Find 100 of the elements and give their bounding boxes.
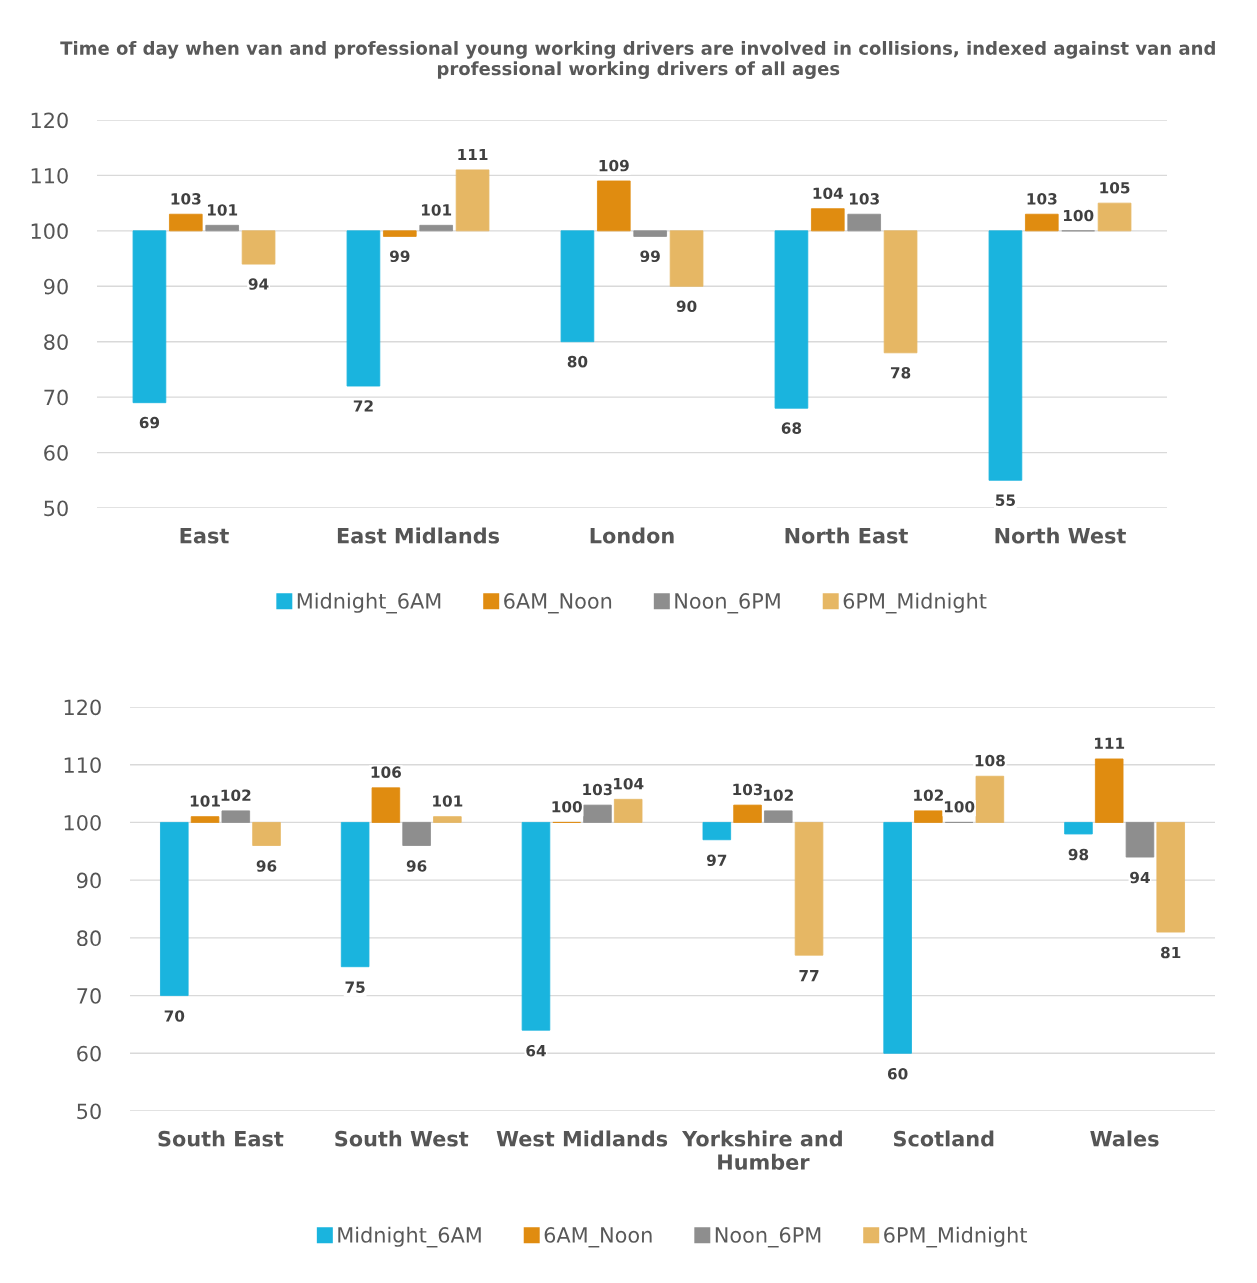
bar bbox=[402, 822, 431, 846]
data-label: 80 bbox=[567, 355, 588, 368]
data-label: 90 bbox=[676, 300, 697, 312]
bar bbox=[560, 230, 595, 343]
bar bbox=[774, 230, 809, 409]
y-tick-label: 50 bbox=[44, 500, 68, 517]
data-label: 100 bbox=[944, 800, 975, 813]
legend-label: 6AM_Noon bbox=[504, 593, 612, 614]
x-tick-label: South East bbox=[158, 1130, 284, 1147]
data-label: 94 bbox=[248, 278, 269, 290]
y-tick-label: 90 bbox=[44, 278, 68, 295]
data-label: 78 bbox=[890, 366, 911, 379]
legend-label: 6PM_Midnight bbox=[843, 592, 987, 614]
bar bbox=[1094, 758, 1124, 823]
data-label: 103 bbox=[171, 193, 201, 205]
legend-label: 6PM_Midnight bbox=[884, 1226, 1027, 1248]
y-tick-label: 80 bbox=[44, 334, 68, 350]
data-label: 72 bbox=[353, 400, 373, 412]
bar bbox=[221, 810, 251, 823]
data-label: 97 bbox=[706, 854, 727, 866]
bar bbox=[613, 798, 643, 823]
x-tick-label: North East bbox=[785, 527, 908, 544]
data-label: 77 bbox=[799, 970, 819, 982]
bar bbox=[988, 230, 1023, 481]
data-label: 103 bbox=[1027, 193, 1057, 205]
bar bbox=[597, 180, 631, 232]
bar bbox=[383, 230, 417, 237]
legend-label: Noon_6PM bbox=[675, 593, 780, 614]
data-label: 103 bbox=[583, 783, 613, 796]
bar bbox=[132, 230, 167, 404]
y-tick-label: 120 bbox=[64, 699, 101, 716]
data-label: 70 bbox=[164, 1010, 185, 1022]
bar bbox=[702, 822, 732, 841]
legend-label: Noon_6PM bbox=[715, 1227, 821, 1248]
data-label: 60 bbox=[887, 1067, 908, 1080]
bar bbox=[975, 775, 1005, 823]
data-label: 106 bbox=[371, 766, 401, 778]
bar bbox=[794, 822, 824, 956]
bar bbox=[883, 230, 918, 354]
bar bbox=[455, 169, 490, 232]
bar bbox=[633, 230, 667, 237]
data-label: 94 bbox=[1130, 871, 1150, 884]
y-tick-label: 100 bbox=[64, 814, 101, 831]
data-label: 101 bbox=[207, 204, 238, 216]
data-label: 103 bbox=[849, 193, 879, 205]
data-label: 99 bbox=[640, 250, 660, 263]
x-tick-label: North West bbox=[995, 527, 1126, 544]
legend-label: Midnight_6AM bbox=[297, 592, 441, 614]
data-label: 99 bbox=[389, 250, 410, 263]
x-tick-label: East bbox=[180, 528, 229, 544]
data-label: 100 bbox=[1063, 209, 1094, 222]
y-tick-label: 60 bbox=[77, 1045, 101, 1062]
bar bbox=[169, 213, 203, 232]
x-tick-label: London bbox=[590, 527, 674, 544]
data-label: 68 bbox=[781, 422, 802, 434]
x-tick-label: East Midlands bbox=[337, 527, 500, 544]
legend-label: 6AM_Noon bbox=[544, 1227, 652, 1248]
y-tick-label: 70 bbox=[44, 389, 68, 406]
data-label: 103 bbox=[733, 783, 763, 796]
data-label: 98 bbox=[1068, 848, 1089, 861]
x-tick-label: South West bbox=[335, 1130, 469, 1147]
bar bbox=[521, 822, 551, 1031]
data-label: 111 bbox=[458, 148, 488, 161]
y-tick-label: 70 bbox=[77, 988, 101, 1004]
bar bbox=[764, 810, 793, 823]
bar bbox=[205, 224, 239, 232]
bar bbox=[241, 230, 276, 265]
y-tick-label: 80 bbox=[77, 930, 101, 947]
data-label: 108 bbox=[975, 754, 1005, 767]
y-tick-label: 60 bbox=[44, 445, 68, 461]
data-label: 75 bbox=[345, 981, 365, 993]
bar bbox=[371, 787, 401, 823]
bar bbox=[1025, 213, 1059, 232]
data-label: 105 bbox=[1100, 181, 1130, 194]
bar bbox=[160, 822, 189, 996]
data-label: 102 bbox=[221, 789, 251, 801]
data-label: 101 bbox=[190, 795, 220, 807]
data-label: 102 bbox=[764, 789, 793, 801]
y-tick-label: 50 bbox=[77, 1103, 101, 1120]
data-label: 102 bbox=[914, 789, 943, 801]
bar bbox=[1064, 822, 1093, 835]
bar bbox=[346, 230, 381, 387]
data-label: 96 bbox=[256, 860, 277, 872]
y-tick-label: 120 bbox=[31, 112, 68, 129]
bar bbox=[419, 224, 453, 232]
bar bbox=[340, 822, 370, 968]
y-tick-label: 100 bbox=[31, 223, 68, 240]
bar bbox=[1156, 822, 1185, 933]
bar bbox=[733, 804, 762, 823]
data-label: 109 bbox=[599, 159, 629, 172]
bar bbox=[1125, 822, 1155, 858]
data-label: 81 bbox=[1161, 946, 1181, 959]
bar bbox=[190, 816, 220, 823]
x-tick-label: Yorkshire and Humber bbox=[681, 1130, 842, 1170]
data-label: 100 bbox=[552, 800, 582, 813]
data-label: 55 bbox=[995, 494, 1015, 506]
data-label: 104 bbox=[613, 777, 644, 790]
data-label: 101 bbox=[421, 204, 452, 216]
legend-label: Midnight_6AM bbox=[338, 1226, 481, 1248]
y-tick-label: 110 bbox=[64, 757, 101, 773]
